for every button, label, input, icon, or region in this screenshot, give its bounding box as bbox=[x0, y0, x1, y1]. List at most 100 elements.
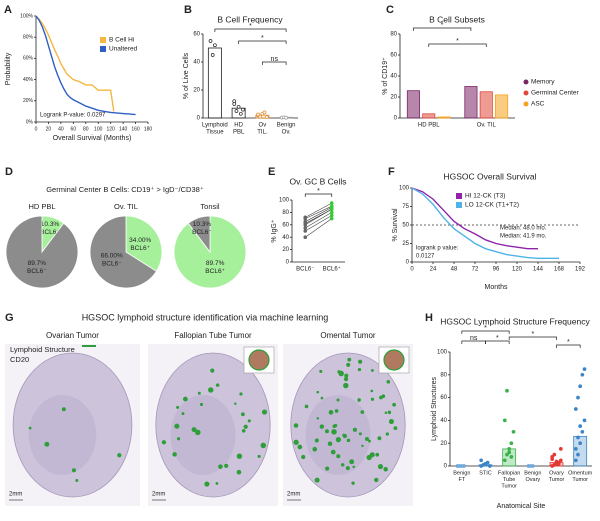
x-tick-label: Tumor bbox=[501, 483, 517, 489]
x-tick-label: Ov bbox=[259, 123, 267, 129]
lymphoid-structure bbox=[325, 429, 329, 434]
x-tick-label: 0 bbox=[35, 126, 38, 132]
data-point bbox=[241, 107, 245, 112]
x-tick-label: 24 bbox=[430, 267, 437, 273]
pie-slice bbox=[89, 215, 157, 289]
lymphoid-structure bbox=[328, 410, 334, 415]
lymphoid-structure bbox=[325, 466, 330, 471]
x-axis-label: Overall Survival (Months) bbox=[53, 135, 132, 142]
significance-label: * bbox=[531, 331, 534, 338]
lymphoid-structure bbox=[161, 440, 167, 445]
y-axis-label: % of Live Cells bbox=[183, 52, 190, 99]
y-axis-label: % of CD19⁺ bbox=[382, 57, 389, 95]
x-tick-label: Tumor bbox=[572, 477, 588, 483]
lymphoid-structure bbox=[344, 373, 349, 378]
data-point bbox=[485, 460, 490, 465]
lymphoid-structure bbox=[358, 359, 363, 364]
panel-letter: B bbox=[184, 4, 192, 16]
data-point bbox=[303, 229, 308, 233]
image-title: Omental Tumor bbox=[320, 331, 375, 340]
data-point bbox=[554, 459, 559, 464]
data-point bbox=[284, 115, 288, 120]
y-tick-label: 100 bbox=[279, 198, 290, 204]
lymphoid-structure bbox=[260, 442, 267, 449]
inset-structure bbox=[248, 349, 270, 371]
tissue-section bbox=[170, 395, 236, 475]
pie-title: HD PBL bbox=[28, 202, 55, 211]
lymphoid-structure bbox=[375, 452, 380, 457]
pie-value-label: 10.3% bbox=[41, 221, 60, 228]
lymphoid-structure bbox=[352, 465, 355, 469]
legend-swatch bbox=[100, 46, 106, 52]
x-tick-label: 80 bbox=[83, 126, 89, 132]
legend-label: B Cell Hi bbox=[109, 37, 134, 44]
y-tick-label: 20% bbox=[23, 98, 34, 104]
data-point bbox=[234, 109, 239, 113]
chart-title: Ov. GC B Cells bbox=[290, 176, 347, 186]
lymphoid-structure bbox=[334, 409, 339, 413]
significance-bracket bbox=[214, 28, 287, 32]
significance-bracket bbox=[485, 340, 510, 344]
data-point bbox=[582, 418, 587, 423]
significance-label: * bbox=[496, 335, 499, 342]
lymphoid-structure bbox=[385, 432, 389, 436]
x-tick-label: 40 bbox=[58, 126, 64, 132]
lymphoid-structure bbox=[349, 459, 355, 465]
data-point bbox=[505, 388, 509, 393]
pair-line bbox=[305, 218, 332, 238]
x-tick-label: 160 bbox=[131, 126, 140, 132]
chart-title: B Cell Frequency bbox=[217, 14, 283, 24]
lymphoid-structure bbox=[210, 368, 215, 373]
lymphoid-structure bbox=[342, 433, 345, 437]
data-point bbox=[578, 424, 583, 428]
y-tick-label: 40 bbox=[440, 418, 447, 424]
lymphoid-structure bbox=[241, 429, 246, 433]
lymphoid-structure bbox=[218, 464, 223, 469]
significance-bracket bbox=[508, 336, 557, 340]
lymphoid-structure bbox=[61, 407, 66, 412]
pie-category-label: BCL6⁻ bbox=[27, 268, 47, 275]
significance-label: * bbox=[261, 35, 264, 42]
lymphoid-structure bbox=[117, 453, 122, 458]
pair-line bbox=[305, 209, 332, 224]
pie-value-label: 34.00% bbox=[129, 237, 151, 244]
lymphoid-structure bbox=[208, 387, 214, 393]
tissue-section bbox=[28, 395, 97, 475]
y-axis-label: Probability bbox=[5, 52, 12, 85]
pie-title: Tonsil bbox=[200, 202, 220, 211]
pie-value-label: 89.7% bbox=[206, 260, 225, 267]
chart-title: HGSOC Overall Survival bbox=[443, 171, 536, 181]
data-point bbox=[550, 457, 555, 462]
lymphoid-structure bbox=[343, 382, 349, 389]
y-tick-label: 60 bbox=[390, 53, 397, 59]
y-tick-label: 80% bbox=[23, 35, 34, 41]
x-tick-label: Fallopian bbox=[498, 470, 520, 476]
lymphoid-structure bbox=[352, 427, 357, 432]
bar bbox=[495, 94, 509, 119]
data-point bbox=[530, 464, 535, 468]
lymphoid-structure bbox=[335, 436, 341, 443]
y-tick-label: 40 bbox=[282, 235, 289, 241]
x-axis-label: Anatomical Site bbox=[497, 503, 546, 510]
data-point bbox=[329, 210, 334, 215]
pie-category-label: BCL6⁻ bbox=[102, 261, 122, 268]
lymphoid-structure bbox=[368, 439, 371, 443]
lymphoid-structure bbox=[236, 453, 243, 459]
lymphoid-structure bbox=[386, 379, 391, 384]
data-point bbox=[329, 201, 334, 205]
x-tick-label: 168 bbox=[554, 267, 565, 273]
y-tick-label: 80 bbox=[390, 32, 397, 38]
lymphoid-structure bbox=[360, 410, 365, 414]
lymphoid-structure bbox=[247, 419, 251, 423]
lymphoid-structure bbox=[176, 437, 181, 441]
data-point bbox=[576, 435, 580, 440]
y-tick-label: 0 bbox=[197, 116, 201, 122]
x-tick-label: BCL6⁻ bbox=[296, 267, 314, 273]
lymphoid-structure bbox=[351, 481, 355, 485]
pie-value-label: 66.00% bbox=[101, 253, 123, 260]
lymphoid-structure bbox=[314, 477, 320, 483]
lymphoid-structure bbox=[304, 404, 309, 409]
lymphoid-structure bbox=[297, 444, 303, 450]
legend-swatch bbox=[456, 193, 462, 199]
lymphoid-structure bbox=[316, 417, 320, 420]
